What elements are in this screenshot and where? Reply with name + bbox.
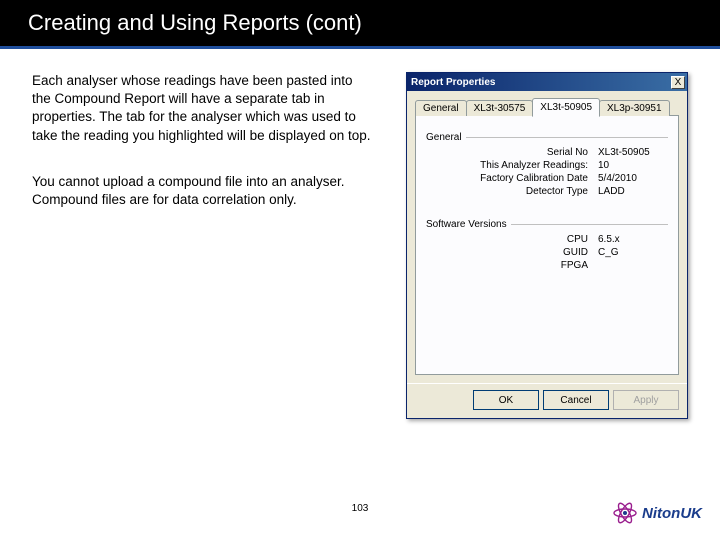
cancel-button[interactable]: Cancel bbox=[543, 390, 609, 410]
row-calibration: Factory Calibration Date 5/4/2010 bbox=[426, 173, 668, 184]
row-cpu: CPU 6.5.x bbox=[426, 234, 668, 245]
row-serial: Serial No XL3t-50905 bbox=[426, 147, 668, 158]
label-serial: Serial No bbox=[438, 147, 588, 158]
slide: Creating and Using Reports (cont) Each a… bbox=[0, 0, 720, 540]
group-general-label: General bbox=[426, 132, 462, 143]
slide-title-bar: Creating and Using Reports (cont) bbox=[0, 0, 720, 46]
logo: NitonUK bbox=[612, 500, 702, 526]
report-properties-dialog: Report Properties X General XL3t-30575 X… bbox=[406, 72, 688, 419]
paragraph-1: Each analyser whose readings have been p… bbox=[32, 72, 372, 145]
label-calibration: Factory Calibration Date bbox=[438, 173, 588, 184]
accent-line bbox=[0, 46, 720, 49]
value-guid: C_G bbox=[598, 247, 668, 258]
tab-general[interactable]: General bbox=[415, 100, 467, 116]
tab-strip: General XL3t-30575 XL3t-50905 XL3p-30951 bbox=[415, 97, 679, 116]
value-detector: LADD bbox=[598, 186, 668, 197]
group-general-header: General bbox=[426, 132, 668, 143]
dialog-titlebar[interactable]: Report Properties X bbox=[407, 73, 687, 91]
row-readings: This Analyzer Readings: 10 bbox=[426, 160, 668, 171]
value-cpu: 6.5.x bbox=[598, 234, 668, 245]
label-readings: This Analyzer Readings: bbox=[438, 160, 588, 171]
value-readings: 10 bbox=[598, 160, 668, 171]
group-software-label: Software Versions bbox=[426, 219, 507, 230]
dialog-button-row: OK Cancel Apply bbox=[407, 383, 687, 418]
value-serial: XL3t-50905 bbox=[598, 147, 668, 158]
group-software-header: Software Versions bbox=[426, 219, 668, 230]
tab-panel: General Serial No XL3t-50905 This Analyz… bbox=[415, 115, 679, 375]
label-fpga: FPGA bbox=[438, 260, 588, 271]
label-detector: Detector Type bbox=[438, 186, 588, 197]
atom-icon bbox=[612, 500, 638, 526]
row-detector: Detector Type LADD bbox=[426, 186, 668, 197]
tab-analyzer-3[interactable]: XL3p-30951 bbox=[599, 100, 670, 116]
label-guid: GUID bbox=[438, 247, 588, 258]
logo-text: NitonUK bbox=[642, 505, 702, 522]
slide-title: Creating and Using Reports (cont) bbox=[28, 10, 362, 35]
apply-button: Apply bbox=[613, 390, 679, 410]
row-guid: GUID C_G bbox=[426, 247, 668, 258]
ok-button[interactable]: OK bbox=[473, 390, 539, 410]
tab-analyzer-2[interactable]: XL3t-50905 bbox=[532, 98, 600, 117]
label-cpu: CPU bbox=[438, 234, 588, 245]
dialog-title: Report Properties bbox=[411, 77, 495, 88]
value-fpga bbox=[598, 260, 668, 271]
dialog-body: General XL3t-30575 XL3t-50905 XL3p-30951… bbox=[407, 91, 687, 383]
body-text: Each analyser whose readings have been p… bbox=[32, 72, 372, 237]
row-fpga: FPGA bbox=[426, 260, 668, 271]
close-icon[interactable]: X bbox=[671, 76, 685, 89]
tab-analyzer-1[interactable]: XL3t-30575 bbox=[466, 100, 534, 116]
value-calibration: 5/4/2010 bbox=[598, 173, 668, 184]
paragraph-2: You cannot upload a compound file into a… bbox=[32, 173, 372, 209]
